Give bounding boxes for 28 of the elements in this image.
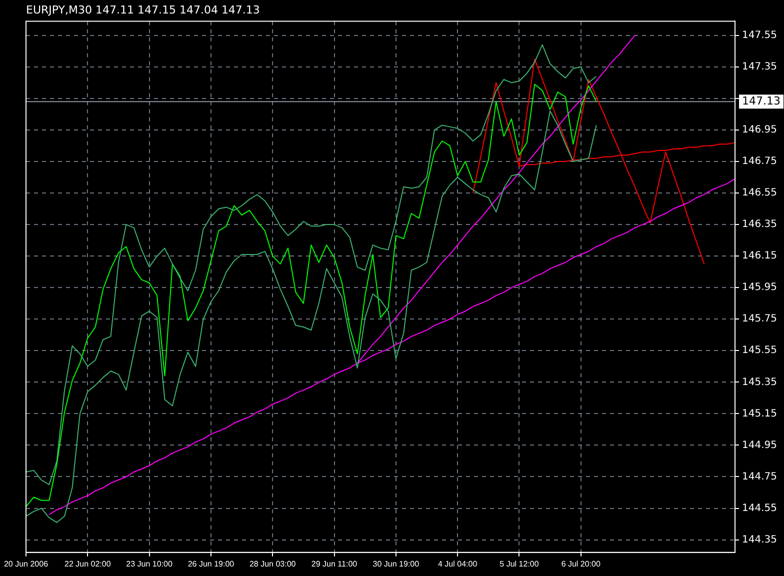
- y-tick-label: 146.95: [742, 124, 778, 136]
- y-tick-label: 144.95: [742, 440, 778, 451]
- y-tick-label: 145.15: [742, 408, 778, 420]
- x-tick-label: 26 Jun 19:00: [188, 559, 235, 568]
- ref-line-label: 147.13: [742, 94, 781, 108]
- x-tick-label: 4 Jul 04:00: [438, 559, 478, 568]
- y-tick-label: 144.55: [742, 502, 778, 514]
- x-tick-label: 30 Jun 19:00: [372, 559, 420, 568]
- x-tick-label: 22 Jun 02:00: [64, 559, 112, 568]
- y-tick-label: 145.55: [742, 345, 778, 356]
- y-tick-label: 144.35: [742, 534, 778, 546]
- x-tick-label: 29 Jun 11:00: [311, 559, 358, 568]
- y-tick-label: 147.55: [742, 30, 778, 41]
- y-tick-label: 145.35: [742, 376, 778, 388]
- x-tick-label: 6 Jul 20:00: [561, 559, 601, 568]
- y-tick-label: 146.55: [742, 188, 778, 199]
- x-tick-label: 5 Jul 12:00: [500, 559, 540, 568]
- y-tick-label: 144.75: [742, 471, 778, 482]
- y-tick-label: 145.75: [742, 314, 778, 325]
- x-tick-label: 23 Jun 10:00: [126, 559, 173, 568]
- x-tick-label: 20 Jun 2006: [4, 559, 49, 568]
- chart-title: EURJPY,M30 147.11 147.15 147.04 147.13: [26, 3, 260, 16]
- y-tick-label: 147.35: [742, 62, 778, 73]
- y-tick-label: 146.15: [742, 250, 778, 262]
- y-tick-label: 146.75: [742, 156, 778, 168]
- y-tick-label: 145.95: [742, 282, 778, 294]
- x-tick-label: 28 Jun 03:00: [249, 559, 296, 568]
- y-tick-label: 146.35: [742, 219, 778, 230]
